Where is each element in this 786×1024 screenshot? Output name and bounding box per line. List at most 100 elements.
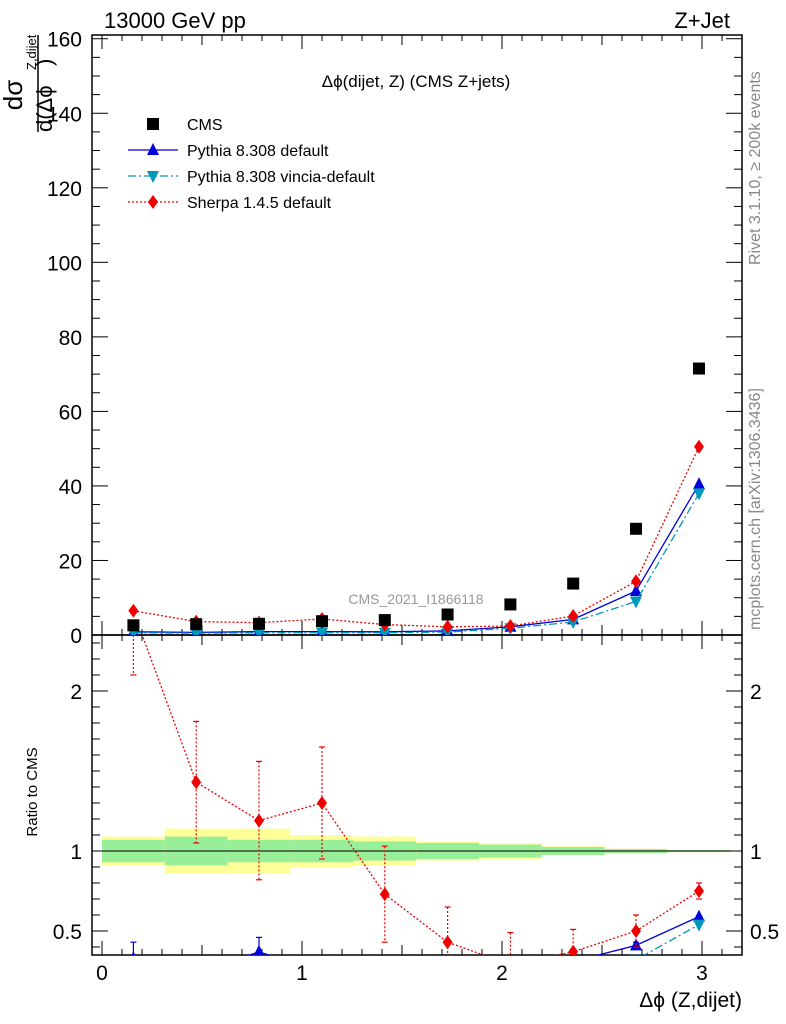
ratio-point-pythia-8-308-default (572, 954, 574, 955)
y-axis-label-ratio: Ratio to CMS (24, 747, 41, 836)
uncertainty-bands (92, 828, 742, 874)
header-right: Z+Jet (674, 8, 730, 33)
y-tick-label-main: 120 (47, 178, 82, 201)
series-line-pythia-8-308-default (133, 483, 700, 634)
legend-marker-sherpa-1-4-5-default (148, 195, 158, 209)
y-tick-label-ratio-right: 0.5 (750, 921, 779, 944)
ratio-point-pythia-8-308-vincia-default (567, 966, 579, 978)
ratio-point-pythia-8-308-default (442, 972, 454, 984)
x-tick-label: 2 (496, 962, 508, 985)
y-tick-label-ratio-right: 1 (750, 841, 762, 864)
side-label-bottom: mcplots.cern.ch [arXiv:1306.3436] (747, 388, 764, 630)
legend-item-cms: CMS (147, 117, 223, 134)
ratio-point-pythia-8-308-vincia-default (630, 954, 642, 955)
legend-label-pythia-8-308-default: Pythia 8.308 default (187, 143, 329, 160)
data-point-cms (190, 618, 203, 631)
ratio-line-pythia-8-308-vincia-default (643, 924, 700, 955)
legend-item-pythia-8-308-vincia-default: Pythia 8.308 vincia-default (128, 169, 375, 186)
legend-label-sherpa-1-4-5-default: Sherpa 1.4.5 default (187, 195, 332, 212)
ratio-point-pythia-8-308-default (379, 970, 391, 982)
data-point-sherpa-1-4-5-default (505, 619, 516, 634)
y-axis-label-main: dσ d(Δϕ Z,dijet ) (0, 34, 57, 132)
legend: CMS Pythia 8.308 default Pythia 8.308 vinc… (128, 117, 375, 212)
y-tick-label-ratio-left: 2 (70, 681, 82, 704)
y-tick-label-main: 160 (47, 29, 82, 52)
data-point-cms (127, 619, 140, 632)
legend-item-pythia-8-308-default: Pythia 8.308 default (128, 143, 329, 160)
y-tick-label-main: 20 (59, 550, 82, 573)
ratio-plot-area (127, 635, 705, 994)
ratio-point-pythia-8-308-default (253, 944, 265, 955)
ratio-line-pythia-8-308-default (247, 916, 700, 955)
ratio-point-pythia-8-308-vincia-default (316, 980, 328, 992)
y-tick-label-ratio-right: 2 (750, 681, 762, 704)
data-point-cms (567, 577, 580, 590)
legend-label-pythia-8-308-vincia-default: Pythia 8.308 vincia-default (187, 169, 375, 186)
legend-label-cms: CMS (187, 117, 223, 134)
legend-item-sherpa-1-4-5-default: Sherpa 1.4.5 default (128, 195, 332, 212)
data-point-cms (630, 522, 642, 535)
axis-ticks: 0 1 2 3 0 20 40 60 80 100 120 140 160 0.5 0.5 1 1 2 2 (47, 29, 779, 985)
x-tick-label: 3 (696, 962, 708, 985)
y-tick-label-ratio-left: 1 (70, 841, 82, 864)
data-point-pythia-8-308-default (630, 584, 642, 597)
ratio-point-pythia-8-308-default (316, 966, 328, 978)
chart-title: Δϕ(dijet, Z) (CMS Z+jets) (322, 72, 511, 91)
data-point-cms (441, 608, 454, 621)
ratio-line-sherpa-1-4-5-default (141, 635, 700, 955)
y-tick-label-main: 0 (70, 625, 82, 648)
legend-marker-pythia-8-308-vincia-default (147, 171, 159, 183)
ratio-point-pythia-8-308-vincia-default (442, 982, 454, 994)
series-line-pythia-8-308-vincia-default (133, 493, 700, 634)
ratio-point-sherpa-1-4-5-default (694, 884, 704, 898)
ratio-point-sherpa-1-4-5-default (568, 944, 579, 955)
data-point-sherpa-1-4-5-default (694, 439, 704, 454)
data-point-cms (378, 614, 391, 627)
data-point-pythia-8-308-vincia-default (316, 627, 328, 635)
legend-marker-cms (147, 118, 159, 130)
ratio-point-pythia-8-308-vincia-default (190, 979, 202, 991)
data-point-cms (316, 615, 328, 628)
x-tick-label: 1 (296, 962, 308, 985)
svg-text:): ) (32, 59, 57, 66)
header-left: 13000 GeV pp (104, 8, 246, 33)
data-point-cms (504, 598, 517, 611)
ratio-panel-frame (91, 634, 743, 956)
data-point-sherpa-1-4-5-default (568, 608, 579, 623)
ratio-point-pythia-8-308-vincia-default (693, 919, 705, 932)
data-point-pythia-8-308-vincia-default (630, 596, 642, 609)
svg-text:d(Δϕ: d(Δϕ (32, 85, 57, 132)
ratio-point-pythia-8-308-default (131, 951, 136, 955)
svg-text:Z,dijet: Z,dijet (24, 34, 39, 70)
ratio-point-sherpa-1-4-5-default (631, 924, 641, 938)
ratio-point-sherpa-1-4-5-default (191, 775, 202, 790)
data-point-sherpa-1-4-5-default (631, 574, 641, 589)
x-axis-label: Δϕ (Z,dijet) (639, 989, 742, 1012)
svg-text:dσ: dσ (0, 80, 28, 111)
ratio-point-sherpa-1-4-5-default (442, 935, 453, 950)
data-point-sherpa-1-4-5-default (128, 603, 139, 618)
data-point-sherpa-1-4-5-default (442, 619, 453, 634)
data-point-pythia-8-308-vincia-default (693, 488, 705, 501)
ratio-point-sherpa-1-4-5-default (317, 796, 327, 810)
data-point-pythia-8-308-default (693, 477, 705, 490)
y-tick-label-main: 100 (47, 252, 82, 275)
main-plot-area (127, 362, 705, 635)
ratio-point-pythia-8-308-vincia-default (379, 982, 391, 994)
side-label-top: Rivet 3.1.10, ≥ 200k events (747, 71, 764, 265)
ratio-point-pythia-8-308-default (693, 909, 705, 922)
series-line-sherpa-1-4-5-default (133, 446, 700, 628)
y-tick-label-main: 40 (59, 476, 82, 499)
ratio-point-pythia-8-308-vincia-default (127, 969, 139, 981)
data-point-cms (693, 362, 705, 375)
y-tick-label-main: 140 (47, 103, 82, 126)
ratio-point-pythia-8-308-vincia-default (253, 974, 265, 986)
y-tick-label-ratio-left: 0.5 (53, 921, 82, 944)
x-tick-label: 0 (96, 962, 108, 985)
y-tick-label-main: 60 (59, 401, 82, 424)
ratio-point-sherpa-1-4-5-default (379, 887, 390, 902)
series-layer (127, 362, 705, 994)
data-point-cms (253, 617, 265, 630)
ratio-point-sherpa-1-4-5-default (254, 813, 264, 828)
